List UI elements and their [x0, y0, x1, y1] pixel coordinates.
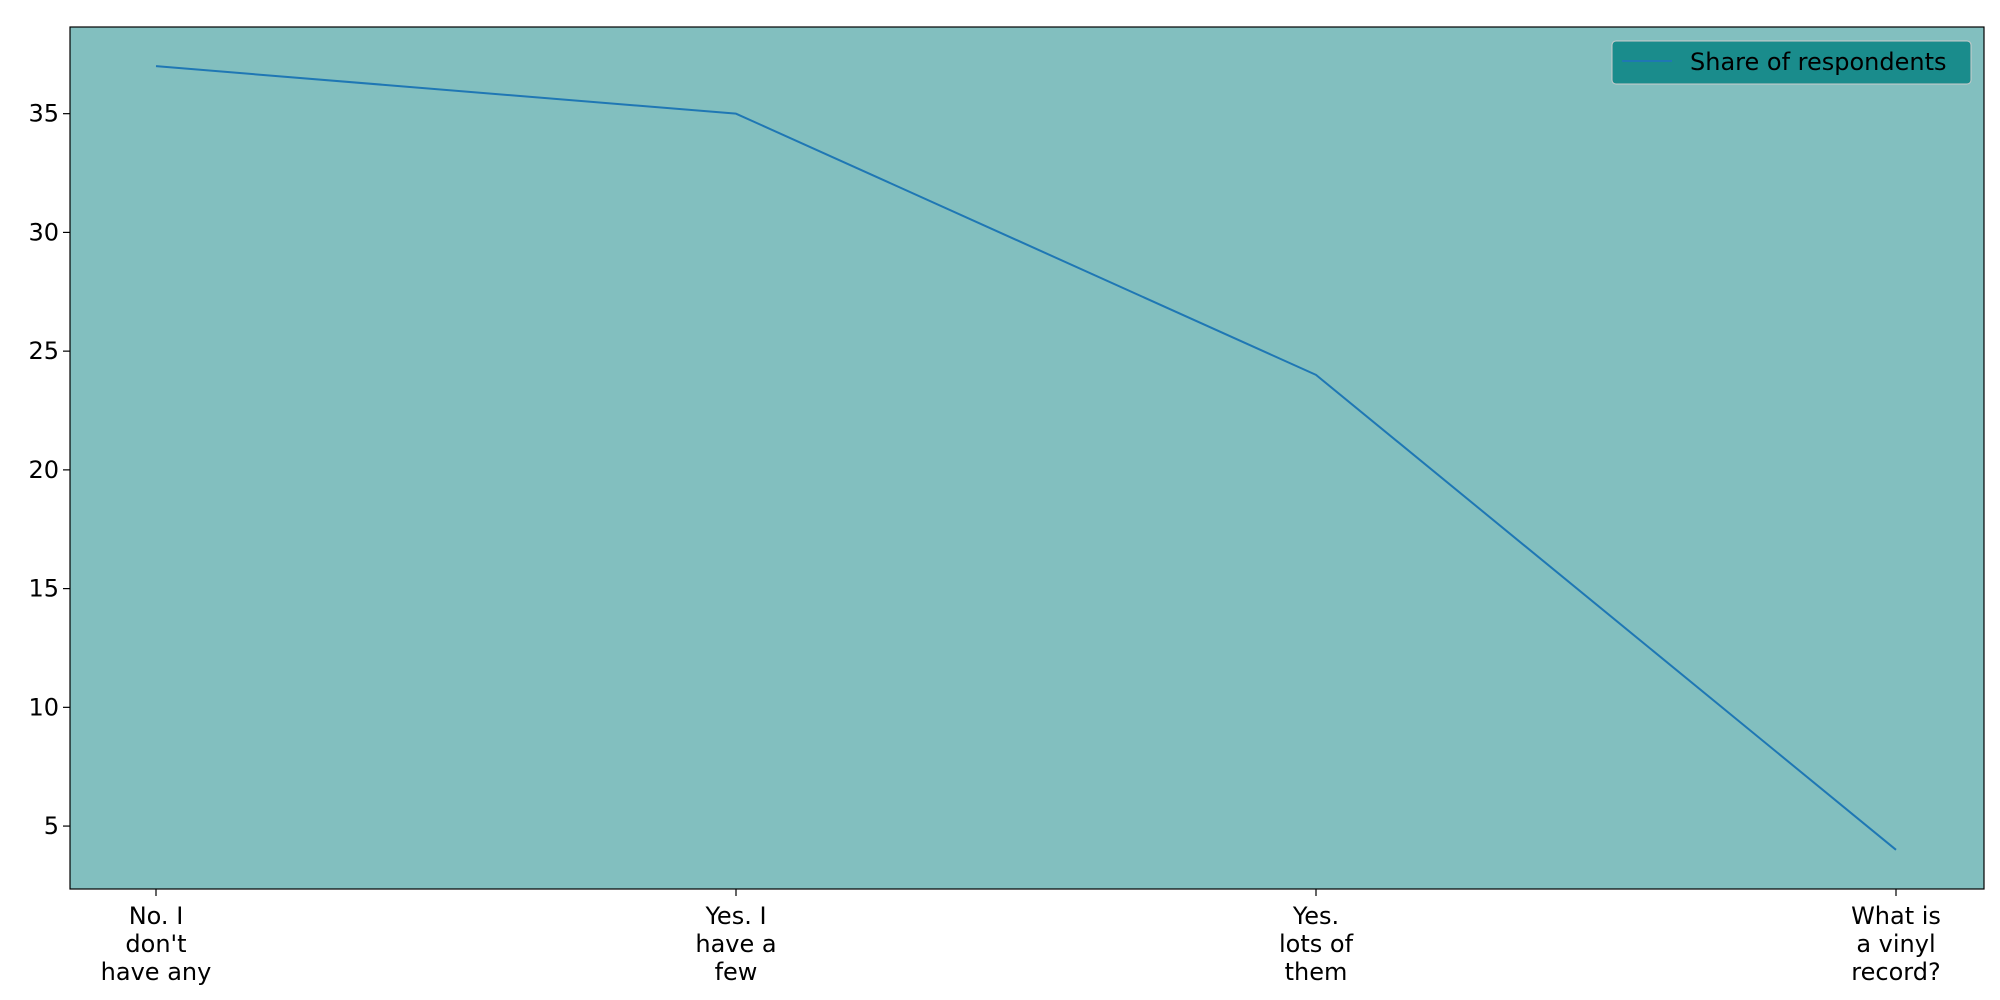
y-tick-label: 35 — [28, 100, 59, 128]
x-tick-label-line: Yes. — [1292, 902, 1339, 930]
x-tick-label-line: What is — [1851, 902, 1941, 930]
x-tick-label-line: Yes. I — [704, 902, 766, 930]
x-tick-label-line: have any — [101, 958, 212, 986]
legend-label: Share of respondents — [1690, 48, 1947, 76]
x-tick-label-line: them — [1285, 958, 1348, 986]
x-tick-label-line: have a — [695, 930, 776, 958]
y-tick-label: 5 — [44, 812, 59, 840]
x-tick-label-line: record? — [1851, 958, 1940, 986]
x-tick-label-line: No. I — [129, 902, 184, 930]
y-tick-label: 30 — [28, 218, 59, 246]
series-layer — [155, 65, 1897, 851]
x-tick-label-line: lots of — [1279, 930, 1354, 958]
x-tick-label: What is a vinyl record? — [1851, 902, 1941, 986]
x-tick-label-line: few — [715, 958, 758, 986]
plot-area — [69, 26, 1985, 890]
x-tick-label-line: don't — [125, 930, 186, 958]
series-line — [155, 65, 1897, 851]
legend: Share of respondents — [1611, 40, 1972, 85]
y-tick-label: 10 — [28, 693, 59, 721]
y-tick-label: 25 — [28, 337, 59, 365]
y-tick-label: 20 — [28, 456, 59, 484]
legend-box — [1611, 40, 1972, 85]
y-axis: 5 10 15 20 25 30 35 — [28, 100, 70, 840]
y-tick-label: 15 — [28, 575, 59, 603]
x-tick-label: Yes. lots of them — [1279, 902, 1354, 986]
x-tick-label-line: a vinyl — [1856, 930, 1935, 958]
